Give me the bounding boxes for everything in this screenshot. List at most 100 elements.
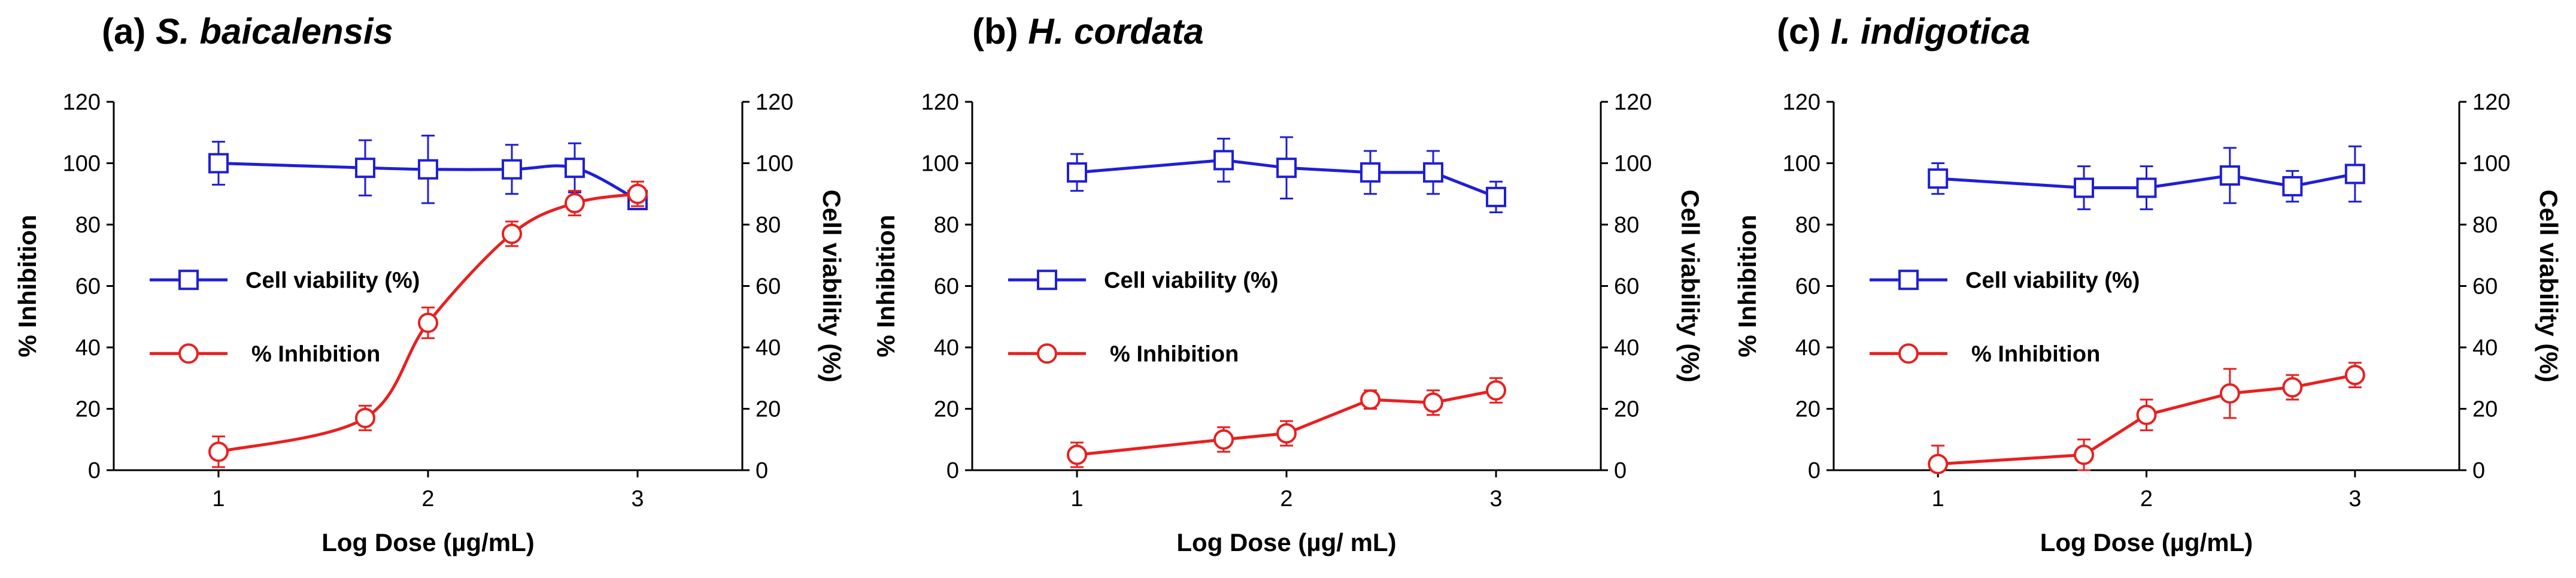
data-point xyxy=(627,183,648,204)
data-point xyxy=(1928,453,1949,474)
y-tick-label-right: 60 xyxy=(1614,274,1639,299)
chart-b: 0 0 20 20 40 40 60 60 80 80 100 100 120 120 1 2 3 Log Dos… xyxy=(872,90,1704,556)
y-tick-label-right: 80 xyxy=(1614,213,1639,238)
data-point xyxy=(2344,365,2365,386)
y-tick-label-right: 60 xyxy=(755,274,781,299)
x-tick-label: 1 xyxy=(212,486,224,512)
data-point xyxy=(2136,177,2157,198)
panel-title: (a) S. baicalensis xyxy=(102,11,393,52)
y-tick-label-right: 80 xyxy=(2472,213,2498,238)
y-tick-label-left: 100 xyxy=(63,152,101,177)
y-tick-label-right: 100 xyxy=(1614,152,1652,177)
y-tick-label-right: 20 xyxy=(1614,397,1639,422)
series-line xyxy=(1938,373,2356,466)
data-point xyxy=(1360,389,1380,410)
y-tick-label-left: 20 xyxy=(934,397,959,422)
species-name: I. indigotica xyxy=(1831,11,2031,52)
data-point xyxy=(2282,377,2303,398)
data-point xyxy=(1360,162,1380,183)
y-tick-label-right: 60 xyxy=(2472,274,2498,299)
y-tick-label-right: 100 xyxy=(2472,152,2510,177)
y-tick-label-left: 20 xyxy=(1795,397,1821,422)
y-tick-label-right: 0 xyxy=(2472,458,2485,483)
legend: Cell viability (%) % Inhibition xyxy=(1008,268,1278,367)
y-tick-label-left: 100 xyxy=(921,152,959,177)
y-axis-title-right: Cell viability (%) xyxy=(1676,189,1704,382)
data-point xyxy=(1486,380,1506,401)
series-cell-viability xyxy=(1067,136,1506,213)
legend: Cell viability (%) % Inhibition xyxy=(150,268,420,367)
y-tick-label-right: 120 xyxy=(2472,90,2510,115)
x-tick-label: 3 xyxy=(631,486,644,512)
data-point xyxy=(2282,175,2303,196)
panel-a: (a) S. baicalensis 0 0 20 20 40 40 60 60 80 80 100… xyxy=(0,0,858,578)
legend-marker xyxy=(1898,270,1919,290)
data-point xyxy=(2219,383,2240,404)
x-tick-label: 3 xyxy=(2349,486,2361,512)
y-tick-label-right: 20 xyxy=(755,397,781,422)
data-point xyxy=(208,441,229,462)
axes: 0 0 20 20 40 40 60 60 80 80 100 100 120 120 1 2 3 Log Dos… xyxy=(13,90,846,556)
x-axis-title: Log Dose (µg/mL) xyxy=(321,528,535,556)
data-point xyxy=(418,159,438,180)
series-inhibition xyxy=(208,180,648,468)
y-tick-label-right: 0 xyxy=(1614,458,1627,483)
y-tick-label-left: 120 xyxy=(921,90,959,115)
y-tick-label-left: 120 xyxy=(63,90,101,115)
series-line xyxy=(1938,172,2356,189)
legend-marker xyxy=(1037,270,1057,290)
y-tick-label-right: 40 xyxy=(1614,335,1639,361)
y-tick-label-right: 80 xyxy=(755,213,781,238)
chart-c: 0 0 20 20 40 40 60 60 80 80 100 100 120 120 1 2 3 Log Dos… xyxy=(1733,90,2563,556)
legend-marker xyxy=(178,270,199,290)
data-point xyxy=(2074,444,2094,465)
legend-marker xyxy=(1037,343,1057,364)
data-point xyxy=(208,153,229,174)
y-tick-label-left: 60 xyxy=(1795,274,1821,299)
data-point xyxy=(565,193,585,214)
y-tick-label-right: 0 xyxy=(755,458,768,483)
y-tick-label-right: 120 xyxy=(1614,90,1652,115)
y-tick-label-left: 120 xyxy=(1783,90,1821,115)
series-inhibition xyxy=(1067,377,1506,468)
panel-title: (b) H. cordata xyxy=(972,11,1204,52)
y-axis-title-right: Cell viability (%) xyxy=(2535,189,2563,382)
y-tick-label-right: 40 xyxy=(2472,335,2498,361)
y-axis-title-left: % Inhibition xyxy=(872,215,900,358)
y-tick-label-left: 80 xyxy=(934,213,959,238)
data-point xyxy=(355,407,375,428)
data-point xyxy=(2136,404,2157,425)
data-point xyxy=(1928,168,1949,189)
legend-label: % Inhibition xyxy=(1110,341,1239,367)
data-point xyxy=(2219,165,2240,186)
axes: 0 0 20 20 40 40 60 60 80 80 100 100 120 120 1 2 3 Log Dos… xyxy=(1733,90,2563,556)
series-cell-viability xyxy=(1928,145,2365,210)
data-point xyxy=(565,158,585,178)
data-point xyxy=(1067,162,1087,183)
y-tick-label-left: 60 xyxy=(934,274,959,299)
panel-c: (c) I. indigotica 0 0 20 20 40 40 60 60 80 80 100 1… xyxy=(1717,0,2575,578)
data-point xyxy=(1067,444,1087,465)
y-axis-title-left: % Inhibition xyxy=(1733,215,1761,358)
data-point xyxy=(1276,423,1297,444)
x-tick-label: 1 xyxy=(1070,486,1083,512)
data-point xyxy=(1213,429,1234,450)
y-tick-label-right: 100 xyxy=(755,152,793,177)
x-tick-label: 1 xyxy=(1932,486,1944,512)
species-name: H. cordata xyxy=(1028,11,1204,52)
data-point xyxy=(418,313,438,333)
data-point xyxy=(2074,177,2094,198)
y-tick-label-left: 100 xyxy=(1783,152,1821,177)
species-name: S. baicalensis xyxy=(156,11,393,52)
data-point xyxy=(2344,164,2365,184)
chart-a: 0 0 20 20 40 40 60 60 80 80 100 100 120 120 1 2 3 Log Dos… xyxy=(13,90,846,556)
series-line xyxy=(1076,389,1497,456)
x-axis-title: Log Dose (µg/ mL) xyxy=(1176,528,1396,556)
x-axis-title: Log Dose (µg/mL) xyxy=(2040,528,2253,556)
legend-label: Cell viability (%) xyxy=(1965,268,2140,293)
legend-label: Cell viability (%) xyxy=(1104,268,1278,293)
y-tick-label-right: 120 xyxy=(755,90,793,115)
panel-label: (a) xyxy=(102,11,146,52)
y-tick-label-left: 80 xyxy=(1795,213,1821,238)
y-tick-label-left: 40 xyxy=(934,335,959,361)
